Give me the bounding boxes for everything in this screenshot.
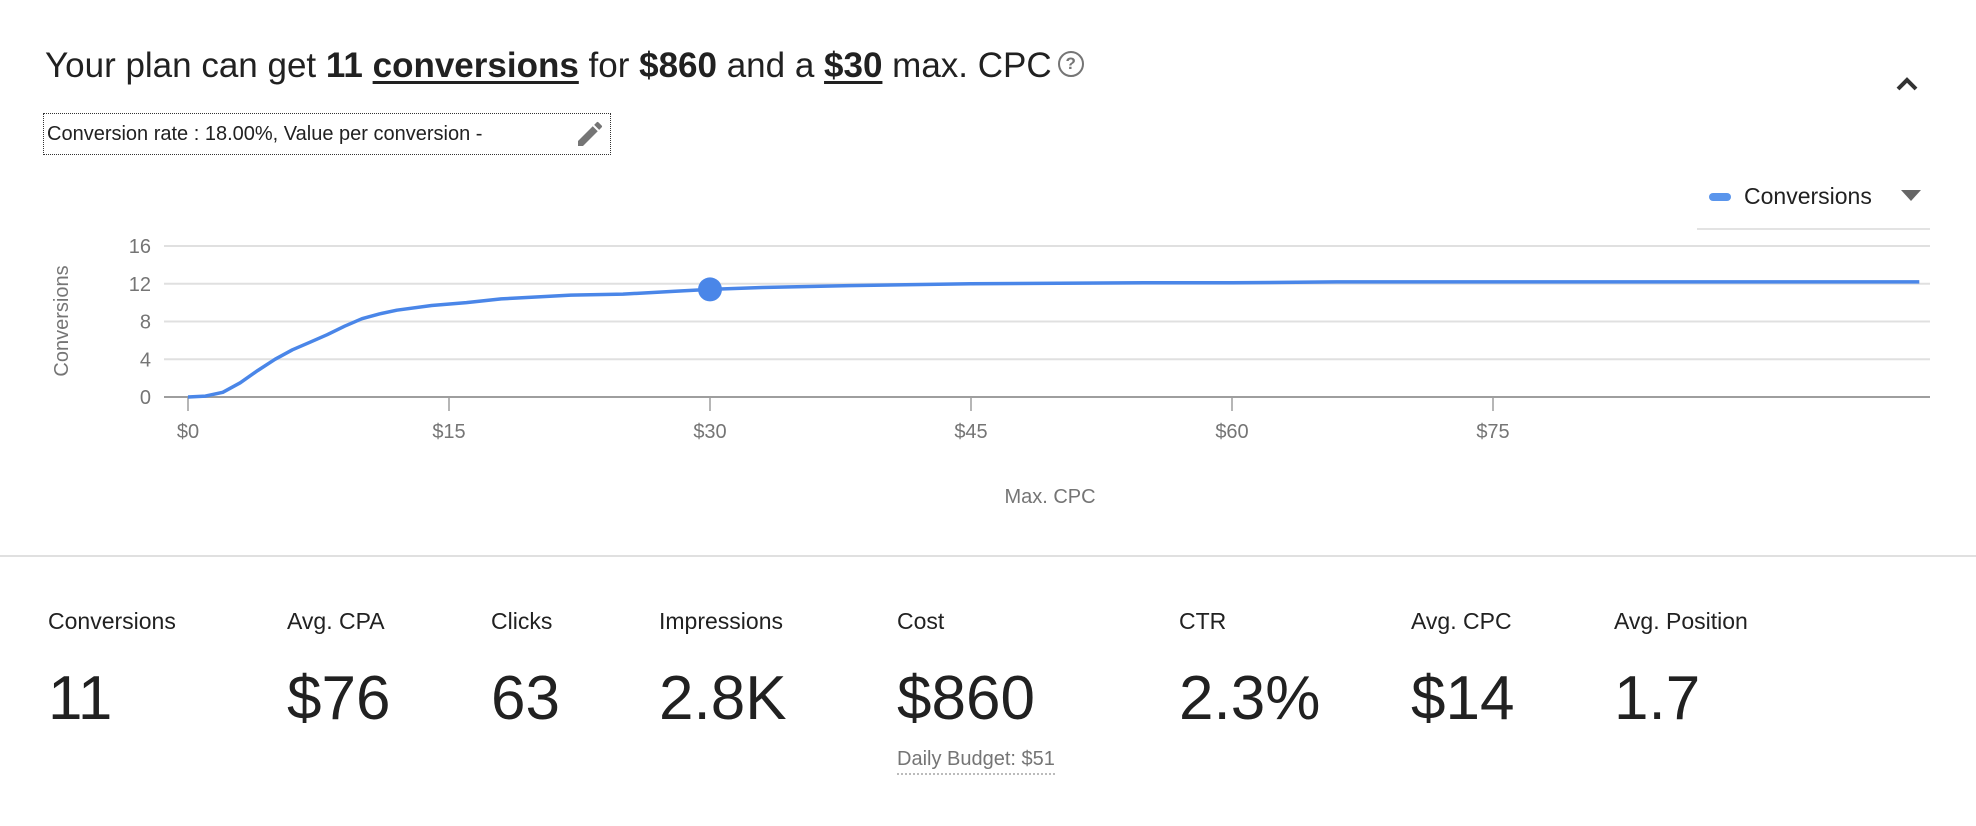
stat-value: 2.3% xyxy=(1179,664,1321,733)
stat-avg-cpa: Avg. CPA $76 xyxy=(287,608,390,734)
stat-label: Avg. Position xyxy=(1614,608,1748,634)
y-tick-label: 0 xyxy=(140,387,151,409)
legend-marker xyxy=(1709,193,1731,201)
conversion-settings-text: Conversion rate : 18.00%, Value per conv… xyxy=(47,123,483,145)
headline-prefix: Your plan can get xyxy=(45,46,326,85)
section-divider xyxy=(0,555,1976,557)
headline-conversions-value: 11 xyxy=(325,46,363,85)
daily-budget-link[interactable]: Daily Budget: $51 xyxy=(897,748,1055,775)
x-tick-label: $45 xyxy=(954,421,987,443)
stat-value: 11 xyxy=(48,664,113,733)
conversions-chart: 0 4 8 12 16 $0 $15 $30 $45 $60 $75 Conversions Ma… xyxy=(51,236,1930,508)
stat-clicks: Clicks 63 xyxy=(491,608,560,734)
stat-avg-position: Avg. Position 1.7 xyxy=(1614,608,1748,734)
stat-label: CTR xyxy=(1179,608,1227,634)
x-axis-title: Max. CPC xyxy=(1004,486,1095,508)
selected-point[interactable] xyxy=(698,277,722,302)
stat-value: $76 xyxy=(287,664,391,733)
headline-text: max. CPC xyxy=(882,46,1052,85)
legend-label: Conversions xyxy=(1744,183,1872,209)
stat-label: Clicks xyxy=(491,608,553,634)
y-tick-label: 8 xyxy=(140,312,151,334)
dropdown-arrow-icon xyxy=(1901,190,1921,201)
collapse-chevron-icon[interactable] xyxy=(1893,70,1921,98)
y-tick-label: 4 xyxy=(140,349,151,371)
x-tick-label: $30 xyxy=(693,421,726,443)
conversions-metric-link[interactable]: conversions xyxy=(372,46,579,85)
headline-text: for xyxy=(578,46,640,85)
stat-value: $860 xyxy=(897,664,1035,733)
stat-label: Avg. CPC xyxy=(1411,608,1512,634)
stat-conversions: Conversions 11 xyxy=(48,608,176,734)
stat-value: 2.8K xyxy=(659,664,787,733)
headline-text: and a xyxy=(716,46,825,85)
y-axis-title: Conversions xyxy=(51,265,73,376)
stat-ctr: CTR 2.3% xyxy=(1179,608,1320,734)
stat-label: Conversions xyxy=(48,608,176,634)
stat-label: Cost xyxy=(897,608,945,634)
headline-cost: $860 xyxy=(639,46,717,85)
x-tick-label: $15 xyxy=(432,421,465,443)
y-tick-label: 12 xyxy=(129,274,151,296)
x-tick-label: $0 xyxy=(177,421,199,443)
conversion-settings-button[interactable]: Conversion rate : 18.00%, Value per conv… xyxy=(43,113,611,155)
stat-value: 63 xyxy=(491,664,560,733)
help-icon[interactable]: ? xyxy=(1057,51,1084,77)
series-line-conversions xyxy=(187,280,1920,399)
stat-impressions: Impressions 2.8K xyxy=(659,608,787,734)
stat-value: $14 xyxy=(1411,664,1515,733)
x-tick-label: $60 xyxy=(1215,421,1248,443)
pencil-icon xyxy=(578,121,603,146)
x-tick-label: $75 xyxy=(1476,421,1509,443)
plan-headline: Your plan can get 11 conversions for $86… xyxy=(45,46,1084,86)
stat-label: Avg. CPA xyxy=(287,608,385,634)
metric-selector-dropdown[interactable]: Conversions xyxy=(1697,180,1930,230)
stat-label: Impressions xyxy=(659,608,783,634)
stat-value: 1.7 xyxy=(1614,664,1701,733)
y-tick-label: 16 xyxy=(129,236,151,258)
max-cpc-link[interactable]: $30 xyxy=(824,46,883,85)
stat-cost: Cost $860 xyxy=(897,608,1035,734)
stat-avg-cpc: Avg. CPC $14 xyxy=(1411,608,1514,734)
